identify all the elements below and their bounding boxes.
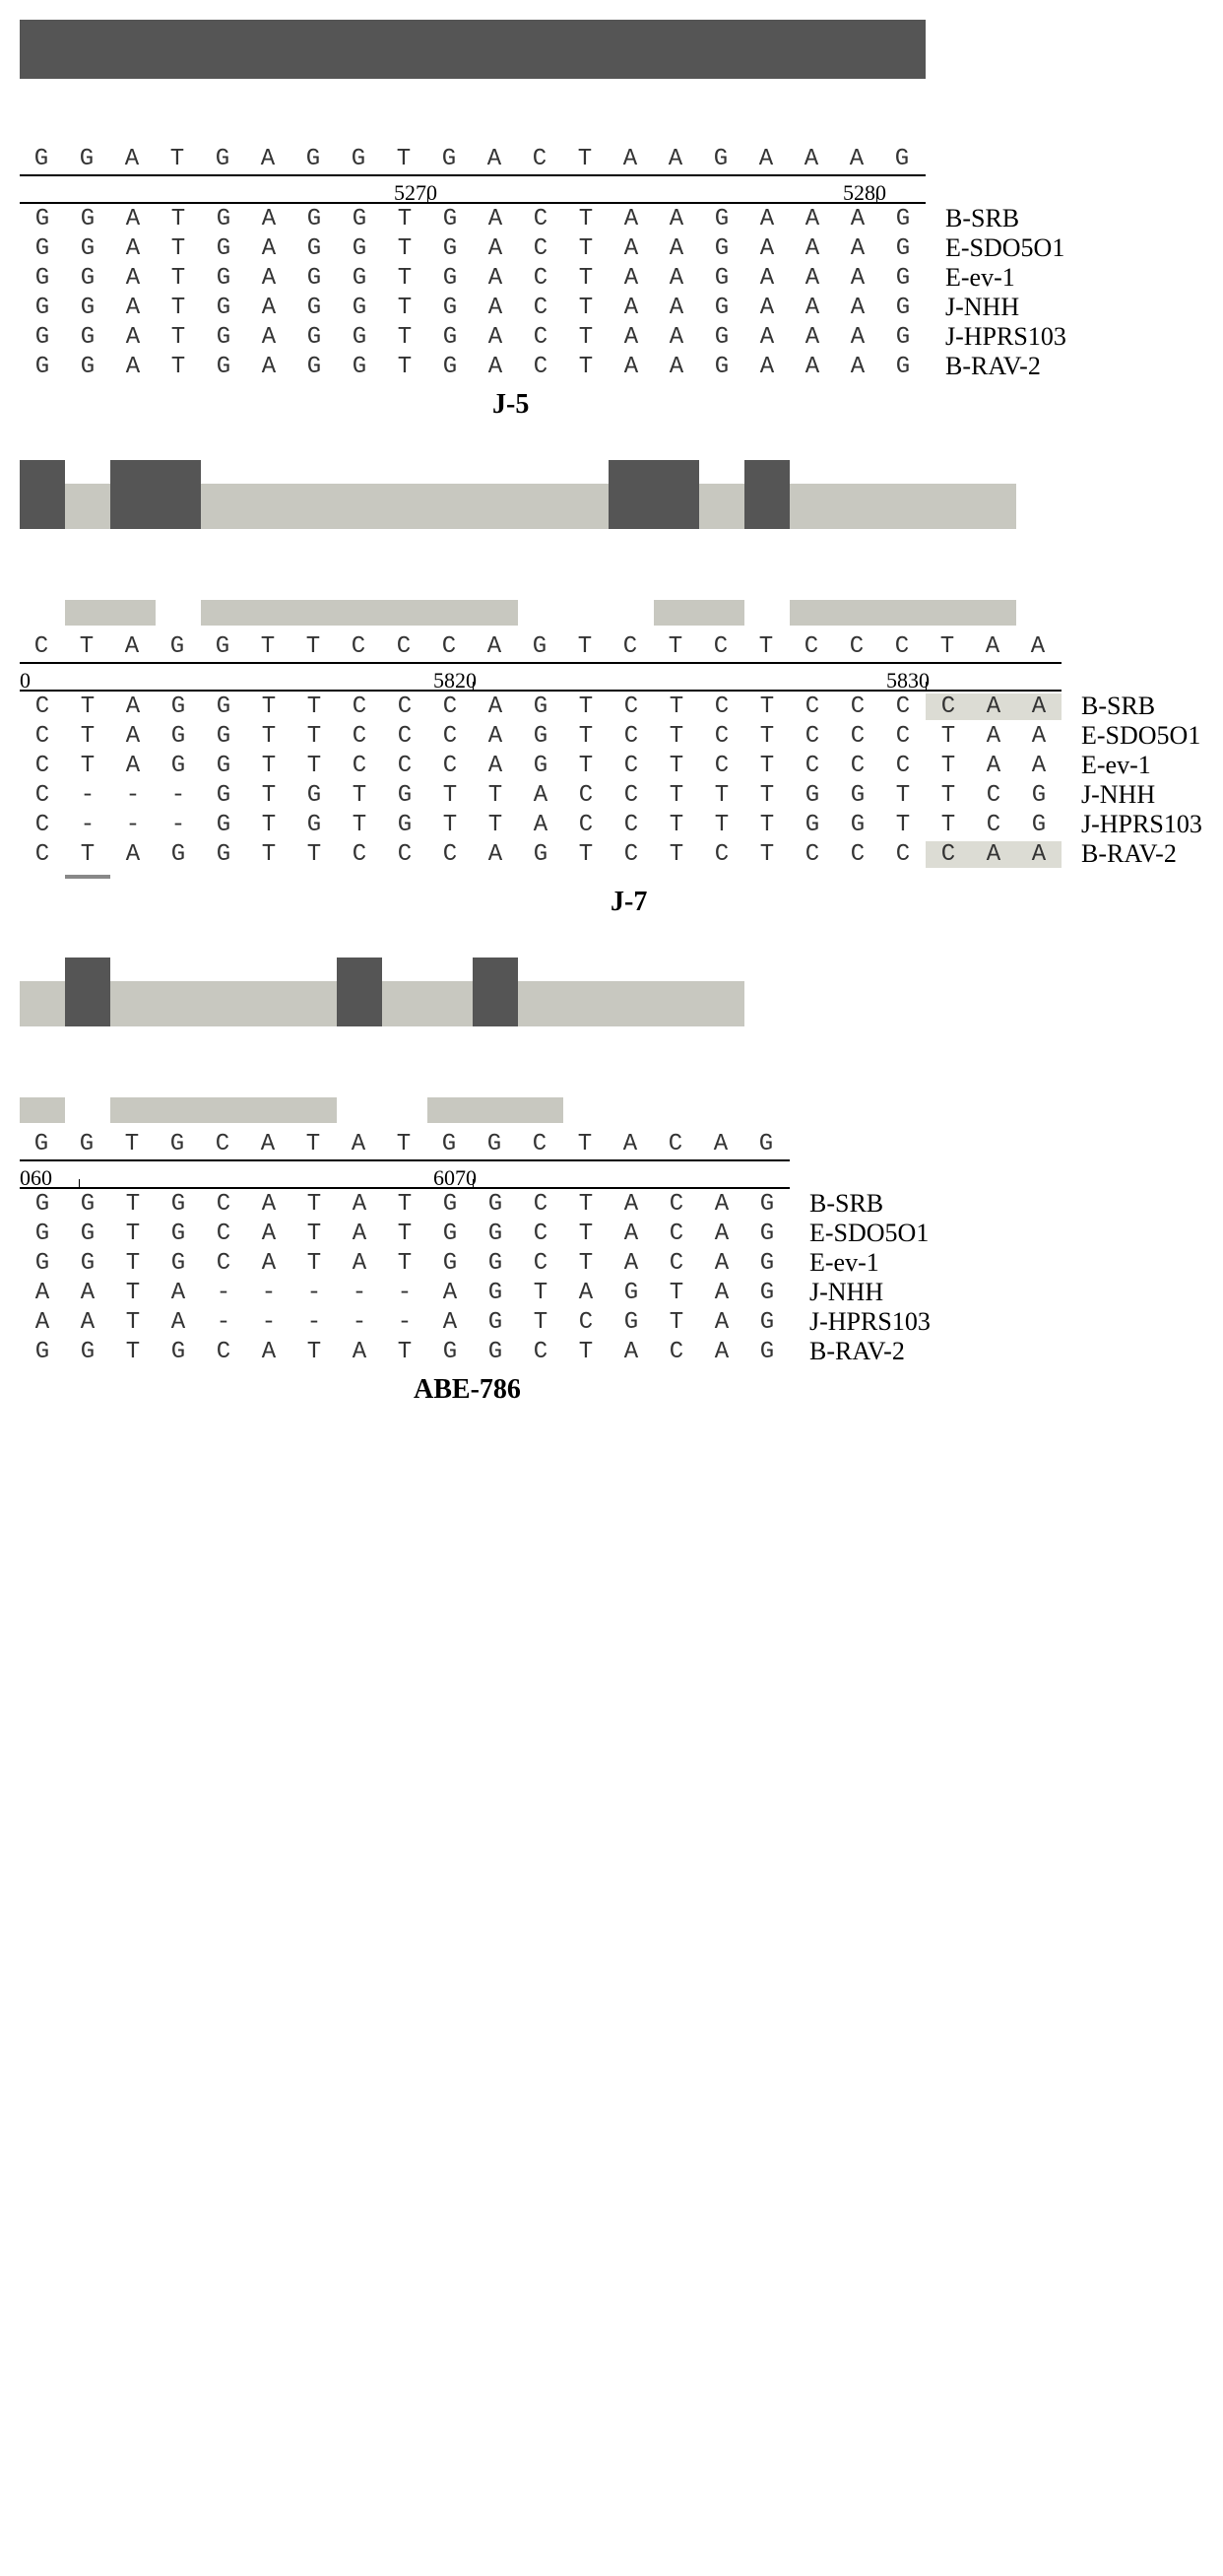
- position-ruler: 058205830: [20, 668, 1062, 692]
- sequence-row: CTAGGTTCCCAGTCTCTCCCTAAE-SDO5O1: [20, 721, 1203, 751]
- sequence-row: GGATGAGGTGACTAAGAAAGJ-NHH: [20, 293, 1203, 322]
- alignment-block-ABE786: GGTGCATATGGCTACAG0606070GGTGCATATGGCTACA…: [20, 958, 1203, 1406]
- sequence-row: C---GTGTGTTACCTTTGGTTCGJ-HPRS103: [20, 810, 1203, 839]
- sequence-label: J-NHH: [1081, 780, 1155, 810]
- sequence-row: GGTGCATATGGCTACAGE-SDO5O1: [20, 1219, 1203, 1248]
- sequence-label: J-HPRS103: [1081, 810, 1202, 839]
- block-title: J-5: [20, 389, 1203, 421]
- alignment-block-J5: GGATGAGGTGACTAAGAAAG52705280GGATGAGGTGAC…: [20, 20, 1203, 421]
- sequence-row: CTAGGTTCCCAGTCTCTCCCCAAB-SRB: [20, 692, 1203, 721]
- sequence-row: CTAGGTTCCCAGTCTCTCCCCAAB-RAV-2: [20, 839, 1203, 869]
- sequence-row: GGATGAGGTGACTAAGAAAGJ-HPRS103: [20, 322, 1203, 352]
- sequence-label: B-RAV-2: [945, 352, 1041, 381]
- sequence-row: CTAGGTTCCCAGTCTCTCCCTAAE-ev-1: [20, 751, 1203, 780]
- alignment-block-J7: CTAGGTTCCCAGTCTCTCCCTAA058205830CTAGGTTC…: [20, 460, 1203, 918]
- sequence-row: GGATGAGGTGACTAAGAAAGB-RAV-2: [20, 352, 1203, 381]
- position-ruler: 52705280: [20, 180, 926, 204]
- consensus-sequence: CTAGGTTCCCAGTCTCTCCCTAA: [20, 633, 1062, 664]
- sequence-label: B-SRB: [809, 1189, 883, 1219]
- conservation-histogram: [20, 460, 1203, 529]
- quality-histogram: [20, 596, 1203, 626]
- sequence-label: B-SRB: [1081, 692, 1155, 721]
- sequence-label: B-RAV-2: [1081, 839, 1177, 869]
- sequence-row: GGATGAGGTGACTAAGAAAGB-SRB: [20, 204, 1203, 233]
- sequence-label: E-ev-1: [1081, 751, 1151, 780]
- sequence-label: J-HPRS103: [809, 1307, 931, 1337]
- consensus-sequence: GGTGCATATGGCTACAG: [20, 1131, 790, 1161]
- consensus-sequence: GGATGAGGTGACTAAGAAAG: [20, 146, 926, 176]
- sequence-label: J-HPRS103: [945, 322, 1066, 352]
- quality-histogram: [20, 1093, 1203, 1123]
- sequence-row: GGATGAGGTGACTAAGAAAGE-ev-1: [20, 263, 1203, 293]
- sequence-label: B-SRB: [945, 204, 1019, 233]
- sequence-label: E-SDO5O1: [945, 233, 1064, 263]
- sequence-row: GGTGCATATGGCTACAGB-SRB: [20, 1189, 1203, 1219]
- block-title: J-7: [20, 887, 1203, 918]
- sequence-row: GGTGCATATGGCTACAGB-RAV-2: [20, 1337, 1203, 1366]
- gap-marker: [65, 875, 110, 879]
- sequence-row: AATA-----AGTAGTAGJ-NHH: [20, 1278, 1203, 1307]
- sequence-label: E-ev-1: [809, 1248, 879, 1278]
- sequence-row: AATA-----AGTCGTAGJ-HPRS103: [20, 1307, 1203, 1337]
- sequence-label: B-RAV-2: [809, 1337, 905, 1366]
- sequence-row: GGATGAGGTGACTAAGAAAGE-SDO5O1: [20, 233, 1203, 263]
- sequence-label: J-NHH: [945, 293, 1019, 322]
- sequence-label: E-SDO5O1: [809, 1219, 929, 1248]
- sequence-label: E-SDO5O1: [1081, 721, 1200, 751]
- position-ruler: 0606070: [20, 1165, 790, 1189]
- sequence-row: GGTGCATATGGCTACAGE-ev-1: [20, 1248, 1203, 1278]
- block-title: ABE-786: [20, 1374, 1203, 1406]
- conservation-histogram: [20, 958, 1203, 1026]
- conservation-histogram: [20, 20, 1203, 79]
- sequence-row: C---GTGTGTTACCTTTGGTTCGJ-NHH: [20, 780, 1203, 810]
- sequence-label: E-ev-1: [945, 263, 1015, 293]
- sequence-label: J-NHH: [809, 1278, 883, 1307]
